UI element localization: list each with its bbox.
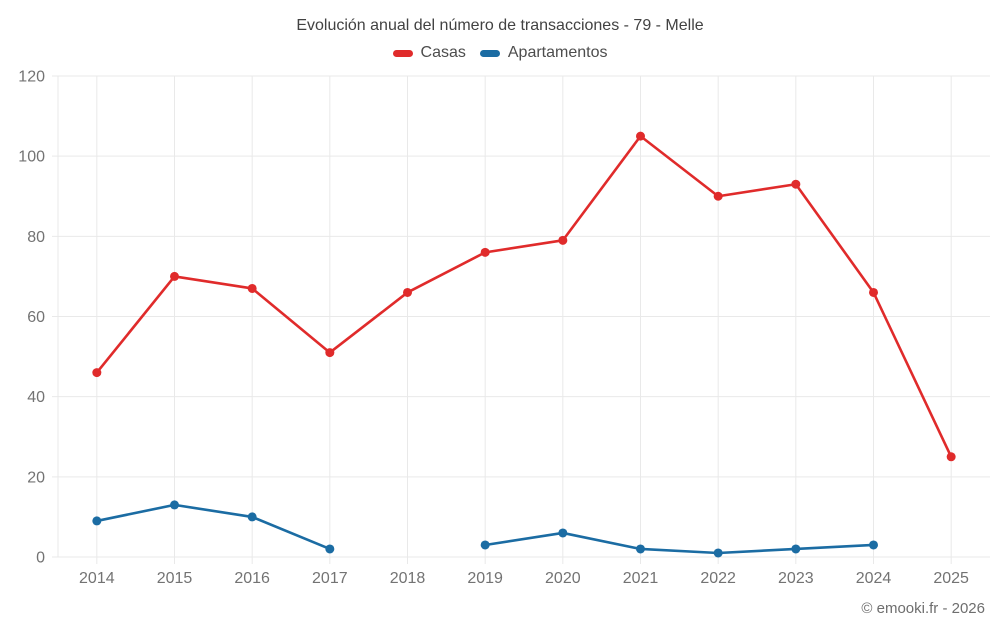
svg-text:100: 100 [18, 149, 45, 166]
svg-text:2014: 2014 [79, 570, 115, 587]
svg-text:120: 120 [18, 69, 45, 86]
gridlines [52, 75, 990, 564]
svg-text:2019: 2019 [467, 570, 503, 587]
svg-text:0: 0 [36, 550, 45, 567]
data-point-casas-2016[interactable] [247, 283, 257, 293]
legend-item-casas[interactable]: Casas [392, 44, 466, 62]
data-point-apartamentos-2016[interactable] [247, 512, 257, 522]
data-point-apartamentos-2019[interactable] [480, 540, 490, 550]
svg-text:2016: 2016 [234, 570, 270, 587]
data-point-apartamentos-2021[interactable] [636, 544, 645, 554]
legend-label: Apartamentos [507, 44, 608, 61]
svg-text:2020: 2020 [545, 570, 581, 587]
svg-text:40: 40 [27, 389, 45, 406]
data-point-casas-2025[interactable] [946, 452, 956, 462]
svg-text:2024: 2024 [856, 570, 892, 587]
data-point-casas-2017[interactable] [325, 348, 335, 358]
legend-item-apartamentos[interactable]: Apartamentos [479, 44, 608, 62]
data-point-apartamentos-2015[interactable] [170, 500, 179, 510]
data-point-casas-2021[interactable] [636, 131, 645, 141]
chart-title: Evolución anual del número de transaccio… [296, 17, 704, 34]
data-point-casas-2022[interactable] [713, 191, 723, 201]
svg-text:2023: 2023 [778, 570, 814, 587]
svg-text:2015: 2015 [157, 570, 193, 587]
svg-text:2022: 2022 [700, 570, 736, 587]
svg-text:2018: 2018 [390, 570, 426, 587]
legend: Casas Apartamentos [0, 44, 1000, 62]
svg-text:60: 60 [27, 309, 45, 326]
data-point-casas-2020[interactable] [558, 235, 568, 245]
data-point-apartamentos-2020[interactable] [558, 528, 568, 538]
data-point-casas-2019[interactable] [480, 247, 490, 257]
legend-swatch [392, 49, 413, 57]
series-casas [92, 131, 956, 462]
data-point-casas-2024[interactable] [869, 287, 878, 297]
data-point-apartamentos-2017[interactable] [325, 544, 335, 554]
data-point-casas-2018[interactable] [403, 287, 412, 297]
data-point-apartamentos-2024[interactable] [869, 540, 878, 550]
legend-label: Casas [420, 44, 466, 61]
legend-swatch [479, 49, 500, 57]
svg-text:2025: 2025 [933, 570, 969, 587]
footer-credit: © emooki.fr - 2026 [861, 600, 985, 617]
svg-text:80: 80 [27, 229, 45, 246]
data-point-apartamentos-2023[interactable] [791, 544, 801, 554]
data-point-apartamentos-2014[interactable] [92, 516, 102, 526]
svg-text:2017: 2017 [312, 570, 348, 587]
series-apartamentos [92, 500, 878, 558]
y-axis-labels: 0 20 40 60 80 100 120 [18, 69, 45, 567]
data-point-casas-2015[interactable] [170, 271, 179, 281]
svg-text:20: 20 [27, 469, 45, 486]
data-point-apartamentos-2022[interactable] [713, 548, 723, 558]
data-point-casas-2023[interactable] [791, 179, 801, 189]
svg-text:2021: 2021 [623, 570, 659, 587]
x-axis-labels: 2014 2015 2016 2017 2018 2019 2020 2021 2022 2023… [79, 570, 969, 587]
data-point-casas-2014[interactable] [92, 368, 102, 378]
